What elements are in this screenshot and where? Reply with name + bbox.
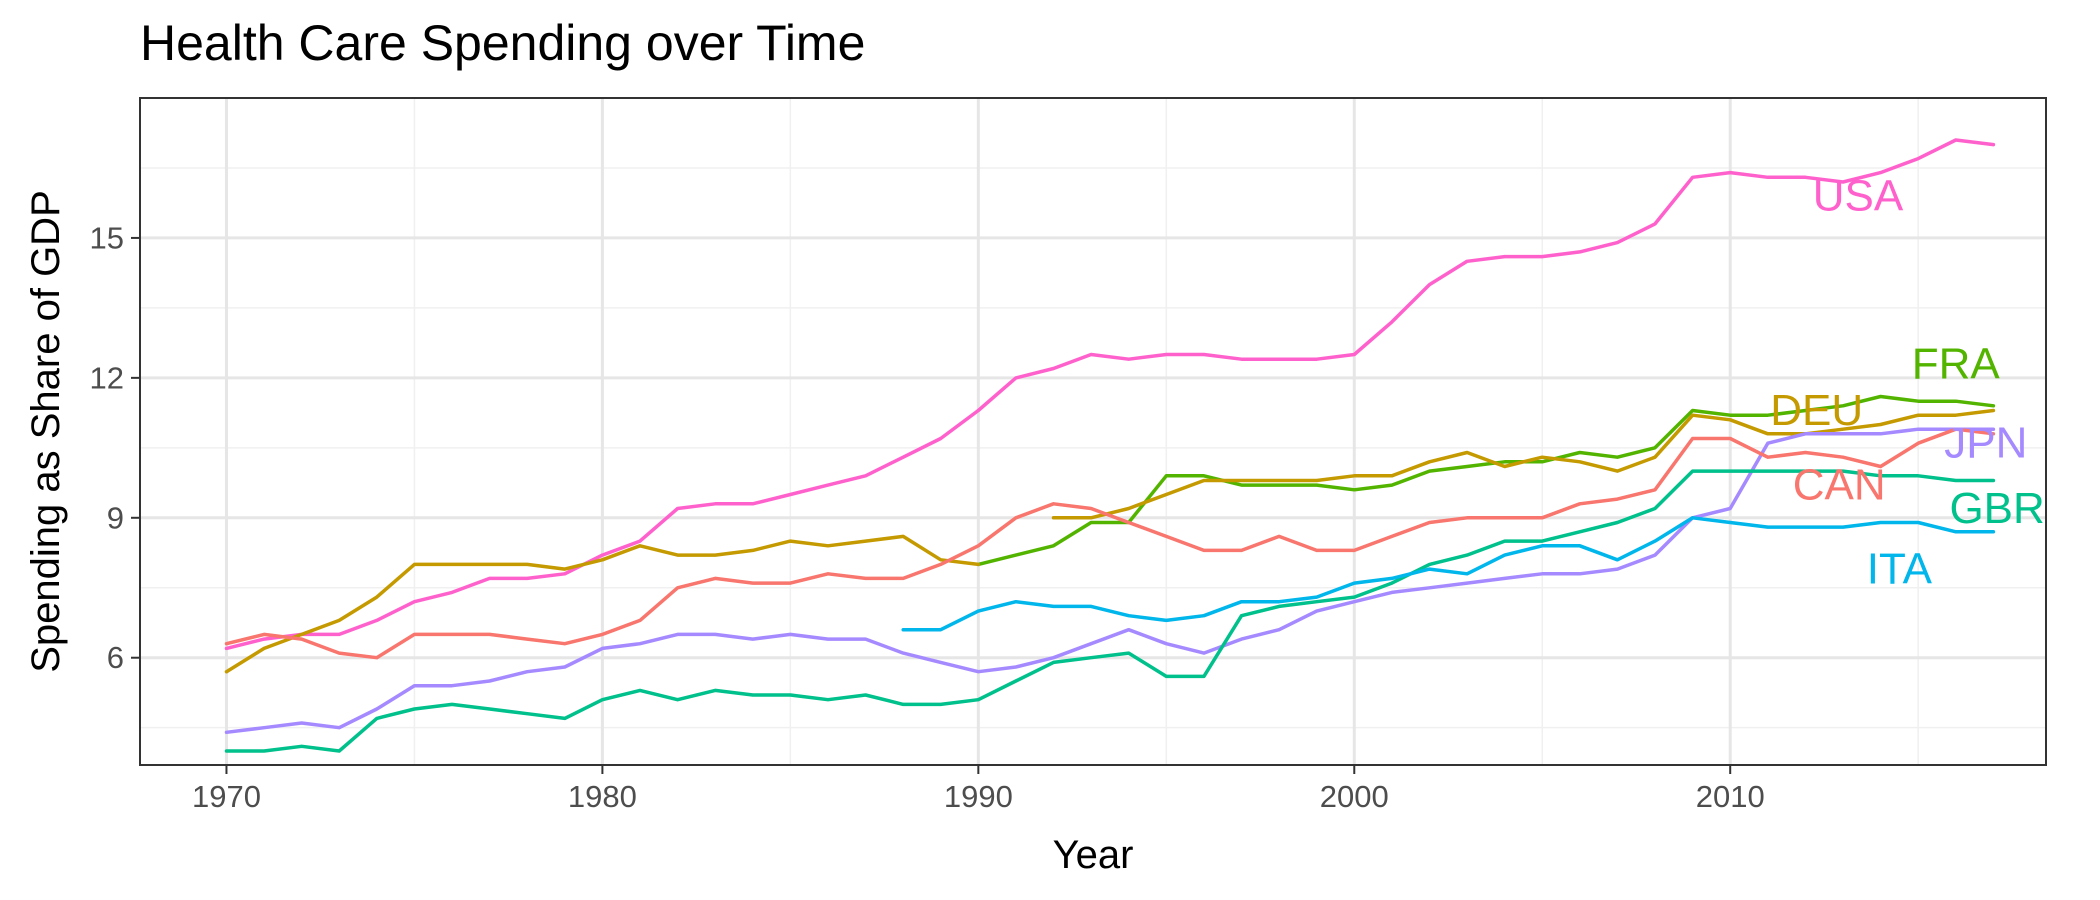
chart-title: Health Care Spending over Time bbox=[140, 15, 866, 71]
series-line-can bbox=[224, 427, 1996, 660]
series-label-can: CAN bbox=[1793, 461, 1886, 510]
x-tick-label: 2000 bbox=[1320, 779, 1389, 814]
series-label-gbr: GBR bbox=[1949, 484, 2044, 533]
series-label-ita: ITA bbox=[1867, 545, 1933, 594]
minor-grid bbox=[140, 98, 2046, 765]
x-axis-title: Year bbox=[1053, 833, 1134, 877]
x-tick-label: 1990 bbox=[944, 779, 1013, 814]
series-label-deu: DEU bbox=[1770, 386, 1863, 435]
series-line-fra bbox=[976, 394, 1996, 567]
series-line-deu bbox=[1051, 408, 1996, 520]
series-line-deu bbox=[224, 534, 981, 674]
plot-border bbox=[139, 97, 2047, 766]
series-line-ita bbox=[901, 516, 1996, 632]
x-tick-label: 2010 bbox=[1696, 779, 1765, 814]
y-tick-label: 6 bbox=[107, 640, 124, 675]
series-line-gbr bbox=[224, 469, 1996, 753]
plot-panel bbox=[140, 98, 2046, 765]
series-line-jpn bbox=[224, 427, 1996, 735]
y-axis-ticks: 6 9 12 15 bbox=[90, 220, 140, 675]
x-tick-label: 1970 bbox=[192, 779, 261, 814]
y-tick-label: 9 bbox=[107, 500, 124, 535]
series-label-usa: USA bbox=[1813, 171, 1904, 220]
y-tick-label: 12 bbox=[90, 360, 124, 395]
series-label-fra: FRA bbox=[1912, 339, 2001, 388]
x-tick-label: 1980 bbox=[568, 779, 637, 814]
series-lines bbox=[224, 138, 1996, 753]
y-tick-label: 15 bbox=[90, 220, 124, 255]
series-line-usa bbox=[224, 138, 1996, 651]
x-axis-ticks: 1970 1980 1990 2000 2010 bbox=[192, 765, 1765, 814]
y-axis-title: Spending as Share of GDP bbox=[24, 190, 68, 673]
series-label-jpn: JPN bbox=[1944, 419, 2027, 468]
series-labels: USA FRA DEU JPN CAN GBR ITA bbox=[1770, 171, 2045, 593]
